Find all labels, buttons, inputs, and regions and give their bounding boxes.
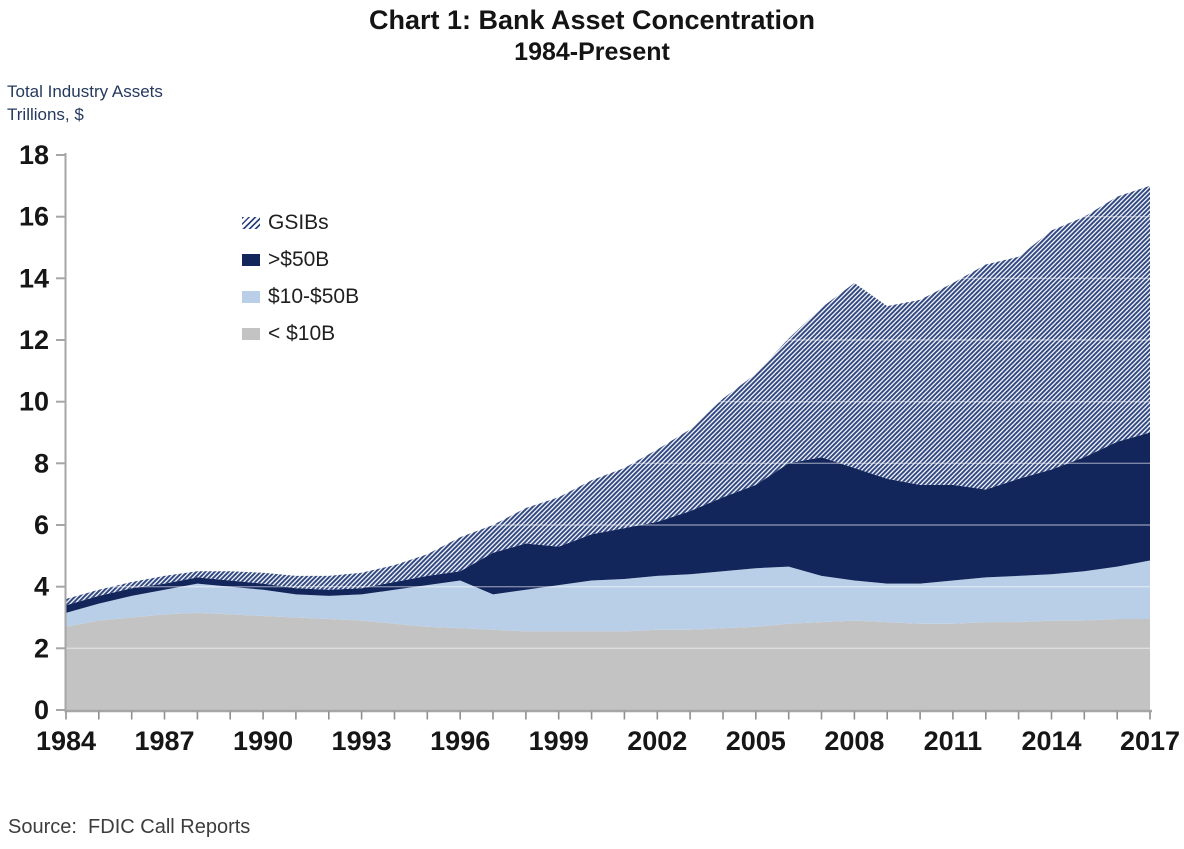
x-tick-label: 1984 xyxy=(36,726,96,756)
over-50b-swatch xyxy=(242,254,260,266)
axes: 0 2 4 6 8 10 12 14 16 18 1984 1987 1990 1993 1996 1999 2… xyxy=(19,140,1180,756)
legend-label: GSIBs xyxy=(268,211,329,234)
legend-label: $10-$50B xyxy=(268,285,360,308)
area-10-50b xyxy=(66,560,1150,632)
legend: GSIBs >$50B $10-$50B < $10B xyxy=(242,211,359,359)
y-tick-label: 0 xyxy=(34,695,49,725)
area-gsibs xyxy=(66,185,1150,606)
y-tick-label: 14 xyxy=(19,263,49,293)
x-tick-label: 2011 xyxy=(924,726,983,756)
x-tick-label: 2002 xyxy=(627,726,687,756)
x-tick-label: 1996 xyxy=(430,726,490,756)
x-tick-label: 2005 xyxy=(726,726,786,756)
y-tick-label: 10 xyxy=(19,387,49,417)
legend-item-over-50b: >$50B xyxy=(242,248,359,272)
under-10b-swatch xyxy=(242,328,260,340)
legend-label: >$50B xyxy=(268,248,330,271)
x-tick-label: 2014 xyxy=(1021,726,1081,756)
x-tick-label: 2017 xyxy=(1120,726,1180,756)
10-50b-swatch xyxy=(242,291,260,303)
y-tick-label: 12 xyxy=(19,325,49,355)
source-note: Source: FDIC Call Reports xyxy=(8,816,251,838)
y-axis-caption-line1: Total Industry Assets xyxy=(7,82,163,101)
legend-label: < $10B xyxy=(268,322,336,345)
x-tick-label: 1999 xyxy=(529,726,589,756)
chart-subtitle: 1984-Present xyxy=(514,38,670,66)
y-tick-label: 16 xyxy=(19,202,49,232)
areas xyxy=(66,185,1150,710)
y-axis-caption: Total Industry Assets Trillions, $ xyxy=(7,80,163,126)
y-tick-label: 4 xyxy=(34,572,49,602)
y-axis-caption-line2: Trillions, $ xyxy=(7,105,84,124)
area-lt-10b xyxy=(66,612,1150,710)
y-tick-label: 18 xyxy=(19,140,49,170)
x-tick-label: 1987 xyxy=(134,726,194,756)
legend-item-gsibs: GSIBs xyxy=(242,211,359,235)
gridlines xyxy=(66,215,1150,649)
x-tick-label: 1993 xyxy=(332,726,392,756)
gsibs-hatch-swatch xyxy=(242,217,260,229)
area-gt-50b xyxy=(66,432,1150,613)
chart-title: Chart 1: Bank Asset Concentration xyxy=(368,5,816,35)
legend-item-10-50b: $10-$50B xyxy=(242,285,359,309)
legend-item-under-10b: < $10B xyxy=(242,322,359,346)
y-tick-label: 6 xyxy=(34,510,49,540)
x-tick-label: 1990 xyxy=(233,726,293,756)
x-tick-label: 2008 xyxy=(824,726,884,756)
y-tick-label: 2 xyxy=(34,633,49,663)
y-tick-label: 8 xyxy=(34,448,49,478)
